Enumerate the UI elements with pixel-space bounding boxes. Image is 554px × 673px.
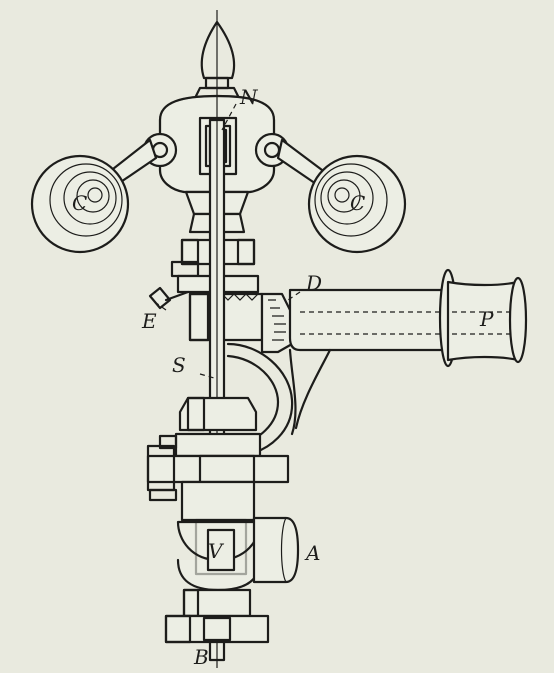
- label-s: S: [172, 353, 186, 377]
- label-e: E: [141, 309, 157, 333]
- leader-lines: [151, 103, 301, 379]
- label-c-left: C: [72, 191, 87, 215]
- pulley-p: [438, 268, 528, 368]
- gear-housing: [148, 286, 294, 354]
- label-n: N: [239, 85, 259, 109]
- lower-body: [146, 396, 300, 644]
- pulley-arm: [288, 288, 448, 436]
- label-a: A: [304, 541, 320, 565]
- label-v: V: [208, 539, 225, 563]
- label-c-right: C: [350, 191, 365, 215]
- label-p: P: [479, 307, 494, 331]
- fly-ball-right: [307, 154, 407, 254]
- label-b: B: [193, 645, 209, 669]
- label-d: D: [305, 271, 322, 295]
- fly-ball-left: [30, 154, 130, 254]
